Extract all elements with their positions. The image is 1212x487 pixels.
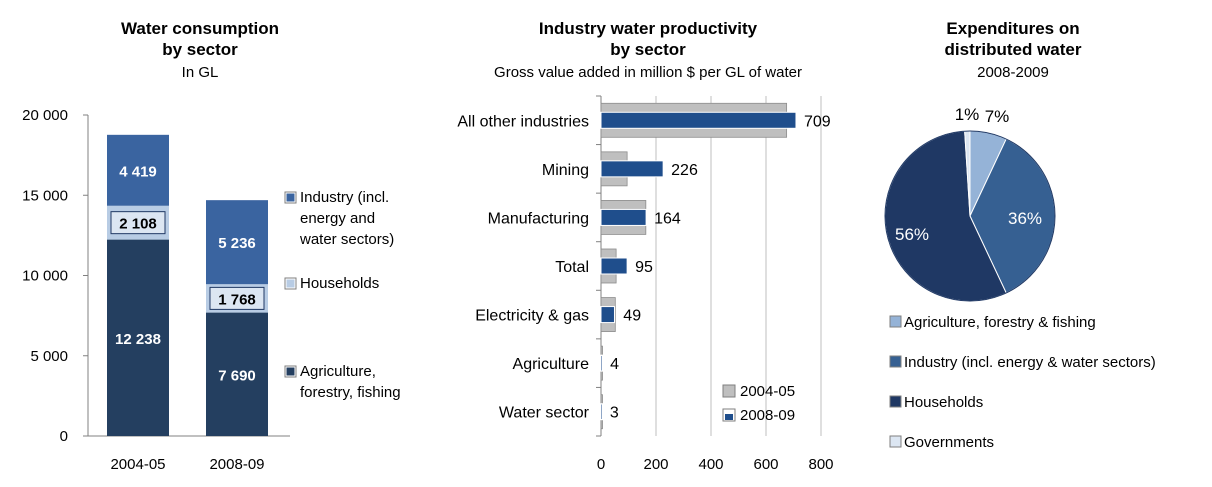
chart3-legend-label: Industry (incl. energy & water sectors) (904, 354, 1156, 371)
chart1-bar-segment (206, 200, 268, 285)
chart1-data-label: 1 768 (218, 291, 256, 308)
chart1-data-label: 4 419 (119, 163, 157, 180)
chart2-x-tick-label: 0 (597, 456, 605, 473)
chart2-data-label: 226 (671, 162, 698, 179)
chart3-title-line1: Expenditures on (946, 19, 1079, 38)
chart2-legend: 2004-05 2008-09 (722, 383, 795, 424)
chart3-pie-outline (884, 130, 1056, 302)
chart1-legend-label: energy and (300, 210, 375, 227)
chart1-data-label: 5 236 (218, 235, 256, 252)
chart1-legend-swatch (285, 192, 296, 203)
chart1-legend-label: Industry (incl. (300, 189, 389, 206)
chart2-category-label: Water sector (499, 405, 590, 422)
chart1-bar-segment (107, 239, 169, 436)
chart1-data-label-box (209, 286, 265, 310)
chart2-category-label: Total (555, 259, 589, 276)
chart1-subtitle: In GL (182, 64, 219, 81)
chart3-legend-label: Governments (904, 434, 994, 451)
chart3-data-label: 36% (1008, 209, 1042, 228)
chart2-bar-2008-09 (600, 306, 615, 324)
chart1-y-tick-label: 0 (60, 428, 68, 445)
chart2-bar-2008-09 (600, 160, 664, 178)
chart1-bar-segment (206, 312, 268, 436)
chart2-legend-swatch (722, 384, 736, 398)
chart2-legend-label: 2004-05 (740, 383, 795, 400)
chart1-y-tick-label: 5 000 (30, 348, 68, 365)
chart3-title-line2: distributed water (945, 40, 1082, 59)
chart1-bar-segment (107, 134, 169, 206)
chart2-category-label: Mining (542, 162, 589, 179)
chart1-title-line1: Water consumption (121, 19, 279, 38)
chart2-title-line2: by sector (610, 40, 686, 59)
chart3-data-label: 7% (985, 107, 1010, 126)
chart2-subtitle: Gross value added in million $ per GL of… (494, 64, 802, 81)
chart1-y-tick-label: 20 000 (22, 107, 68, 124)
chart1-legend-swatch-border (284, 191, 297, 204)
chart2-bar-2008-09 (600, 208, 647, 226)
chart1-legend-swatch-border (284, 365, 297, 378)
chart3-legend-swatch (889, 315, 902, 328)
chart2-category-label: Manufacturing (488, 210, 589, 227)
chart2-bar-2008-09 (600, 354, 603, 372)
chart1-legend-label: Agriculture, (300, 363, 376, 380)
chart2-plot: 0 200 400 600 800 All other industries 709 Mini… (457, 95, 834, 473)
chart1-y-tick-label: 15 000 (22, 187, 68, 204)
chart1-legend-label: Households (300, 275, 379, 292)
chart1-title-line2: by sector (162, 40, 238, 59)
chart1-legend-label: forestry, fishing (300, 384, 401, 401)
chart2-x-tick-label: 600 (753, 456, 778, 473)
chart3-legend-label: Households (904, 394, 983, 411)
chart1-plot: 0 5 000 10 000 15 000 20 000 2004-05 2008-09 12… (22, 107, 290, 473)
chart1-y-tick-label: 10 000 (22, 268, 68, 285)
chart2-bar-2008-09 (600, 111, 797, 129)
chart2-legend-swatch (725, 414, 733, 420)
chart2-data-label: 95 (635, 259, 653, 276)
chart2-data-label: 4 (610, 356, 619, 373)
chart2-bar-2008-09 (600, 257, 628, 275)
chart3-plot: 7% 36% 56% 1% (884, 105, 1056, 302)
chart1-data-label: 12 238 (115, 331, 161, 348)
chart1-legend-swatch-border (284, 277, 297, 290)
chart1-data-label: 7 690 (218, 367, 256, 384)
chart2-legend-label: 2008-09 (740, 407, 795, 424)
chart2-category-label: All other industries (457, 113, 589, 130)
chart2-category-label: Agriculture (513, 356, 590, 373)
chart2-bar-2008-09 (600, 403, 603, 421)
chart2-title-line1: Industry water productivity (539, 19, 758, 38)
chart2-x-tick-label: 400 (698, 456, 723, 473)
chart3-legend-label: Agriculture, forestry & fishing (904, 314, 1096, 331)
chart3-legend-swatch (889, 395, 902, 408)
chart3-data-label: 56% (895, 225, 929, 244)
chart3-legend: Agriculture, forestry & fishing Industry … (889, 314, 1156, 451)
chart2-category-label: Electricity & gas (475, 308, 589, 325)
chart1-data-label-box (110, 211, 166, 235)
chart1-legend-swatch (285, 366, 296, 377)
chart2-data-label: 3 (610, 405, 619, 422)
chart1-legend: Industry (incl. energy and water sectors) H… (284, 189, 401, 401)
chart3-legend-swatch (889, 435, 902, 448)
chart2-data-label: 49 (623, 308, 641, 325)
chart2-x-tick-label: 800 (808, 456, 833, 473)
chart2-data-label: 164 (654, 210, 681, 227)
chart3-data-label: 1% (955, 105, 980, 124)
chart1-legend-label: water sectors) (299, 231, 394, 248)
chart1-x-tick-label: 2004-05 (110, 456, 165, 473)
chart3-subtitle: 2008-2009 (977, 64, 1049, 81)
chart2-x-tick-label: 200 (643, 456, 668, 473)
chart1-data-label: 2 108 (119, 216, 157, 233)
chart3-legend-swatch (889, 355, 902, 368)
chart1-x-tick-label: 2008-09 (209, 456, 264, 473)
chart2-data-label: 709 (804, 113, 831, 130)
chart1-legend-swatch (285, 278, 296, 289)
